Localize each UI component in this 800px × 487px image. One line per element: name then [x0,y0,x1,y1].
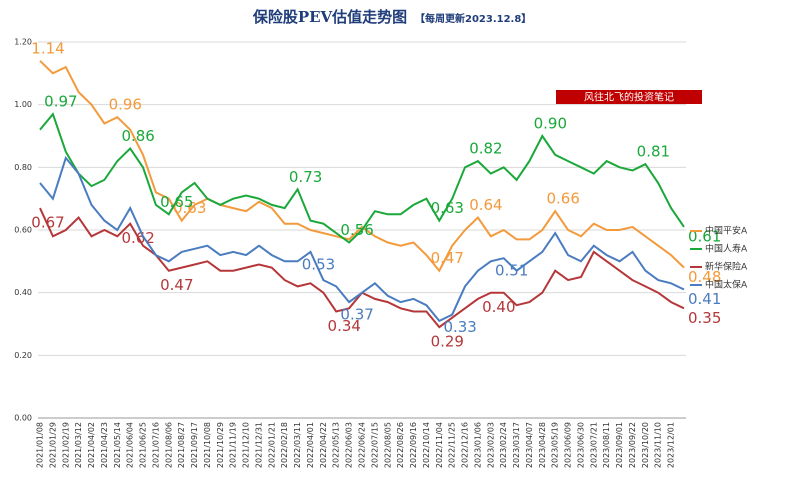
x-tick-label: 2023/06/30 [576,422,585,468]
legend-label: 中国太保A [705,279,748,291]
x-tick-label: 2023/03/17 [512,422,521,468]
y-tick-label: 1.00 [14,100,32,109]
x-tick-label: 2023/06/09 [564,422,573,468]
y-tick-label: 0.80 [14,163,32,172]
data-label: 0.47 [431,249,464,267]
x-tick-label: 2022/07/15 [370,422,379,468]
x-tick-label: 2021/09/17 [190,422,199,468]
x-tick-label: 2023/10/20 [641,422,650,468]
series-line [39,60,685,273]
x-tick-label: 2021/06/25 [139,422,148,468]
x-tick-label: 2023/08/11 [602,422,611,468]
x-tick-label: 2021/03/12 [74,422,83,468]
data-label: 0.63 [431,199,464,217]
data-label: 0.29 [431,333,464,351]
data-label: 0.48 [688,268,721,286]
data-label: 0.82 [469,140,502,158]
x-tick-label: 2023/09/01 [615,422,624,468]
x-tick-label: 2023/07/21 [589,422,598,468]
x-tick-label: 2023/02/24 [499,422,508,468]
x-tick-label: 2022/01/21 [267,422,276,468]
x-tick-label: 2022/02/18 [280,422,289,468]
annotation-box [556,90,702,104]
data-label: 0.41 [688,290,721,308]
legend-label: 中国人寿A [705,243,748,255]
x-tick-label: 2021/08/27 [177,422,186,468]
x-tick-label: 2022/05/13 [332,422,341,468]
data-label: 0.81 [637,143,670,161]
x-tick-label: 2022/03/11 [293,422,302,468]
x-tick-label: 2021/04/23 [100,422,109,468]
y-tick-label: 0.00 [14,414,32,423]
x-tick-label: 2021/01/08 [36,422,45,468]
data-label: 0.51 [495,262,528,280]
data-label: 0.37 [340,306,373,324]
data-label: 0.65 [160,193,193,211]
x-tick-label: 2023/11/10 [654,422,663,468]
y-tick-label: 1.20 [14,38,32,47]
series-line [39,112,685,244]
x-tick-label: 2023/12/01 [667,422,676,468]
x-tick-label: 2022/11/25 [448,422,457,468]
legend-label: 中国平安A [705,225,748,237]
annotation: 风往北飞的投资笔记 [584,91,674,104]
x-tick-label: 2021/02/19 [61,422,70,468]
data-label: 0.40 [482,298,515,316]
data-label: 0.47 [160,276,193,294]
x-tick-label: 2022/04/22 [319,422,328,468]
x-tick-label: 2021/12/10 [242,422,251,468]
data-label: 0.66 [546,190,579,208]
y-tick-label: 0.40 [14,288,32,297]
x-tick-label: 2021/12/31 [254,422,263,468]
x-tick-label: 2023/05/19 [551,422,560,468]
data-label: 1.14 [31,39,64,57]
data-label: 0.90 [534,115,567,133]
x-tick-label: 2022/06/24 [358,422,367,468]
y-tick-label: 0.20 [14,351,32,360]
x-tick-label: 2022/08/26 [396,422,405,468]
data-label: 0.34 [328,317,361,335]
data-label: 0.96 [109,96,142,114]
data-label: 0.35 [688,309,721,327]
data-label: 0.53 [302,255,335,273]
series-line [39,155,685,323]
x-tick-label: 2021/10/08 [203,422,212,468]
data-label: 0.86 [121,127,154,145]
x-tick-label: 2022/08/05 [383,422,392,468]
x-tick-label: 2023/01/06 [473,422,482,468]
data-label: 0.97 [44,93,77,111]
y-tick-label: 0.60 [14,226,32,235]
x-tick-label: 2023/04/07 [525,422,534,468]
x-tick-label: 2022/06/03 [345,422,354,468]
x-tick-label: 2022/12/16 [461,422,470,468]
data-label: 0.33 [443,318,476,336]
x-tick-label: 2022/09/16 [409,422,418,468]
x-tick-label: 2021/10/29 [216,422,225,468]
data-label: 0.63 [173,199,206,217]
legend-label: 新华保险A [705,261,748,273]
x-tick-label: 2021/07/16 [151,422,160,468]
x-tick-label: 2021/08/06 [164,422,173,468]
x-tick-label: 2022/11/04 [435,422,444,468]
x-tick-label: 2021/06/04 [126,422,135,468]
data-label: 0.56 [340,221,373,239]
x-tick-label: 2022/10/14 [422,422,431,468]
x-tick-label: 2023/02/03 [486,422,495,468]
x-tick-label: 2021/11/19 [229,422,238,468]
data-label: 0.64 [469,196,502,214]
x-tick-label: 2023/04/28 [538,422,547,468]
x-tick-label: 2022/04/01 [306,422,315,468]
data-label: 0.67 [31,214,64,232]
x-tick-label: 2021/05/14 [113,422,122,468]
chart-title: 保险股PEV估值走势图 [252,8,407,26]
x-tick-label: 2023/09/22 [628,422,637,468]
data-label: 0.73 [289,168,322,186]
chart-subtitle: 【每周更新2023.12.8】 [415,12,531,25]
x-tick-label: 2021/04/02 [87,422,96,468]
x-tick-label: 2021/01/29 [48,422,57,468]
